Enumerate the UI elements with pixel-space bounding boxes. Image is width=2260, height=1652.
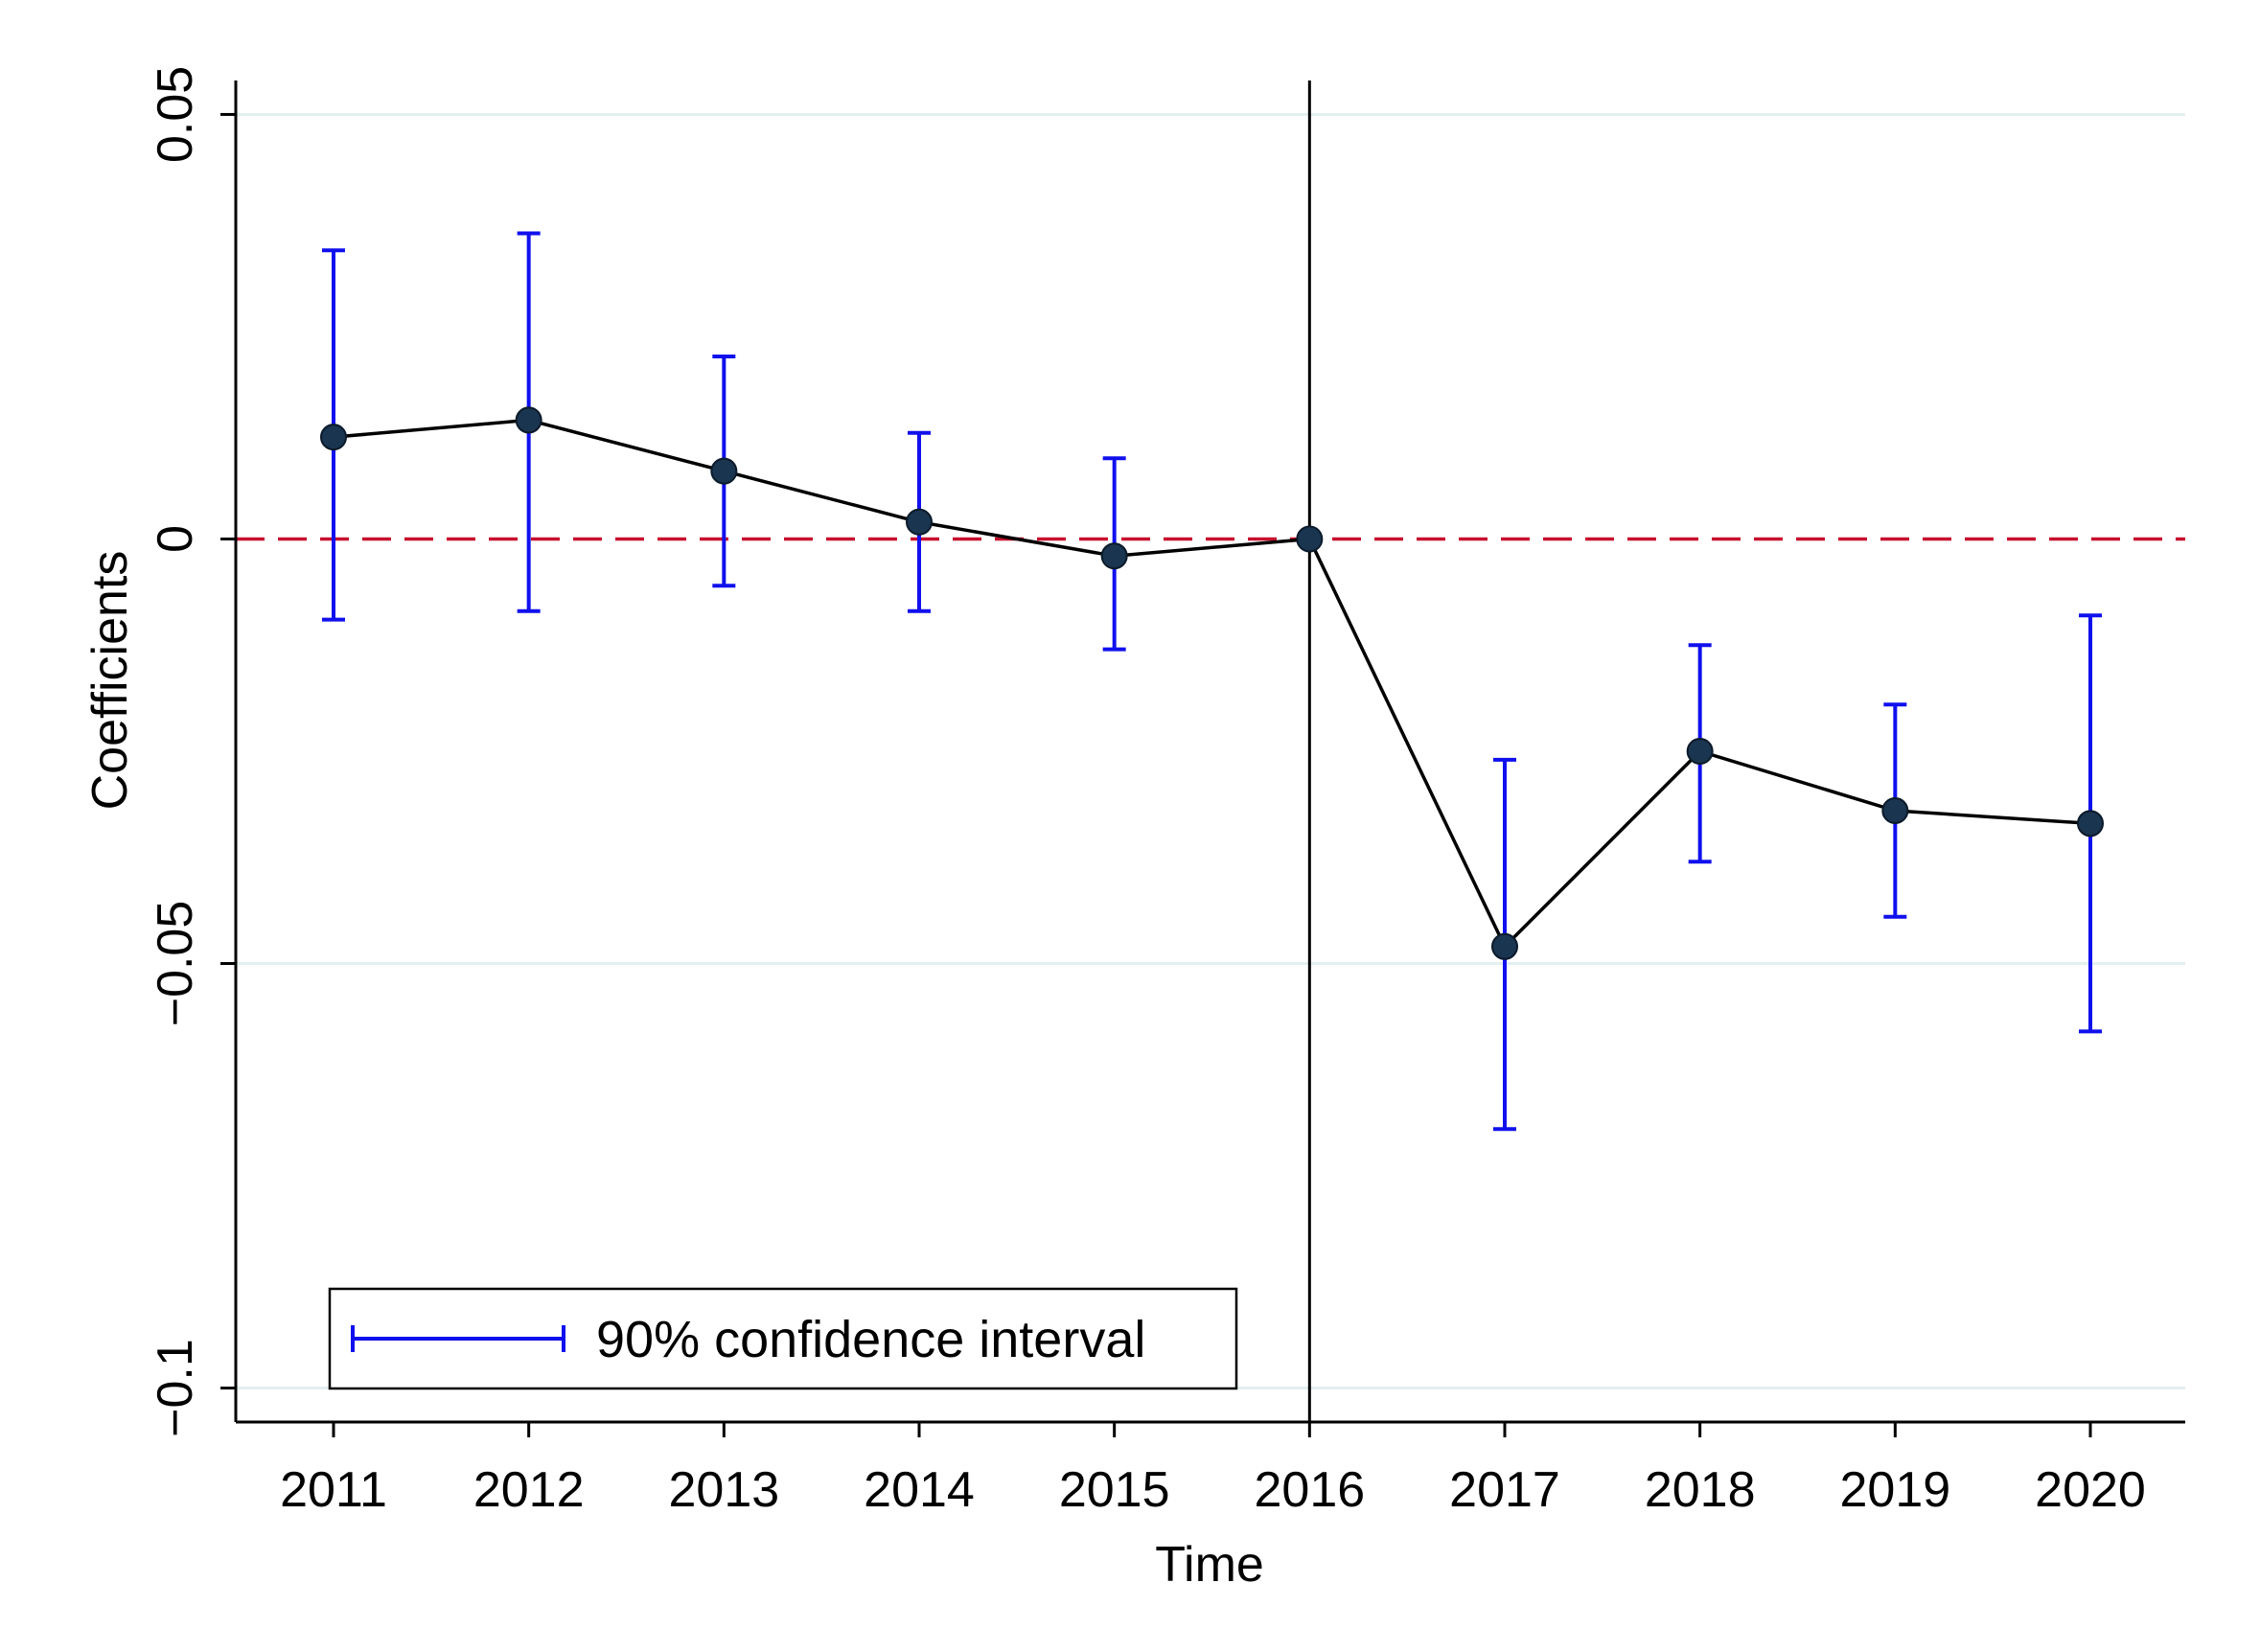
data-point: [1881, 797, 1909, 825]
x-tick-label: 2015: [1059, 1462, 1170, 1518]
y-axis-title: Coefficients: [82, 551, 138, 811]
reference-lines: [236, 80, 2185, 1422]
tick-labels: 0.05 0 −0.05 −0.1 2011 2012 2013 2014 2015 2016 20…: [148, 66, 2146, 1518]
data-points: [320, 406, 2104, 960]
x-tick-label: 2019: [1839, 1462, 1950, 1518]
legend-ci-symbol: [351, 1325, 565, 1352]
legend: 90% confidence interval: [328, 1287, 1238, 1390]
y-tick-label: 0: [148, 525, 203, 553]
data-point: [1296, 525, 1324, 553]
y-tick-label: 0.05: [148, 66, 203, 163]
data-point: [710, 457, 738, 485]
x-axis-title: Time: [1155, 1537, 1264, 1593]
x-tick-label: 2011: [280, 1462, 387, 1518]
x-tick-label: 2018: [1645, 1462, 1756, 1518]
axes: [234, 80, 2185, 1424]
x-tick-label: 2020: [2035, 1462, 2146, 1518]
legend-label: 90% confidence interval: [596, 1311, 1145, 1368]
x-tick-label: 2017: [1449, 1462, 1560, 1518]
data-point: [1686, 738, 1714, 765]
data-point: [320, 424, 347, 451]
series-polyline: [333, 418, 2091, 950]
x-tick-label: 2012: [473, 1462, 585, 1518]
series-line: [333, 418, 2091, 950]
data-point: [1491, 932, 1518, 960]
y-tick-label: −0.1: [148, 1339, 203, 1437]
x-tick-label: 2014: [864, 1462, 975, 1518]
data-point: [906, 508, 933, 536]
data-point: [2077, 810, 2104, 837]
x-tick-label: 2016: [1254, 1462, 1365, 1518]
x-tick-label: 2013: [668, 1462, 779, 1518]
data-point: [515, 406, 542, 434]
y-tick-label: −0.05: [148, 901, 203, 1027]
data-point: [1100, 542, 1128, 570]
